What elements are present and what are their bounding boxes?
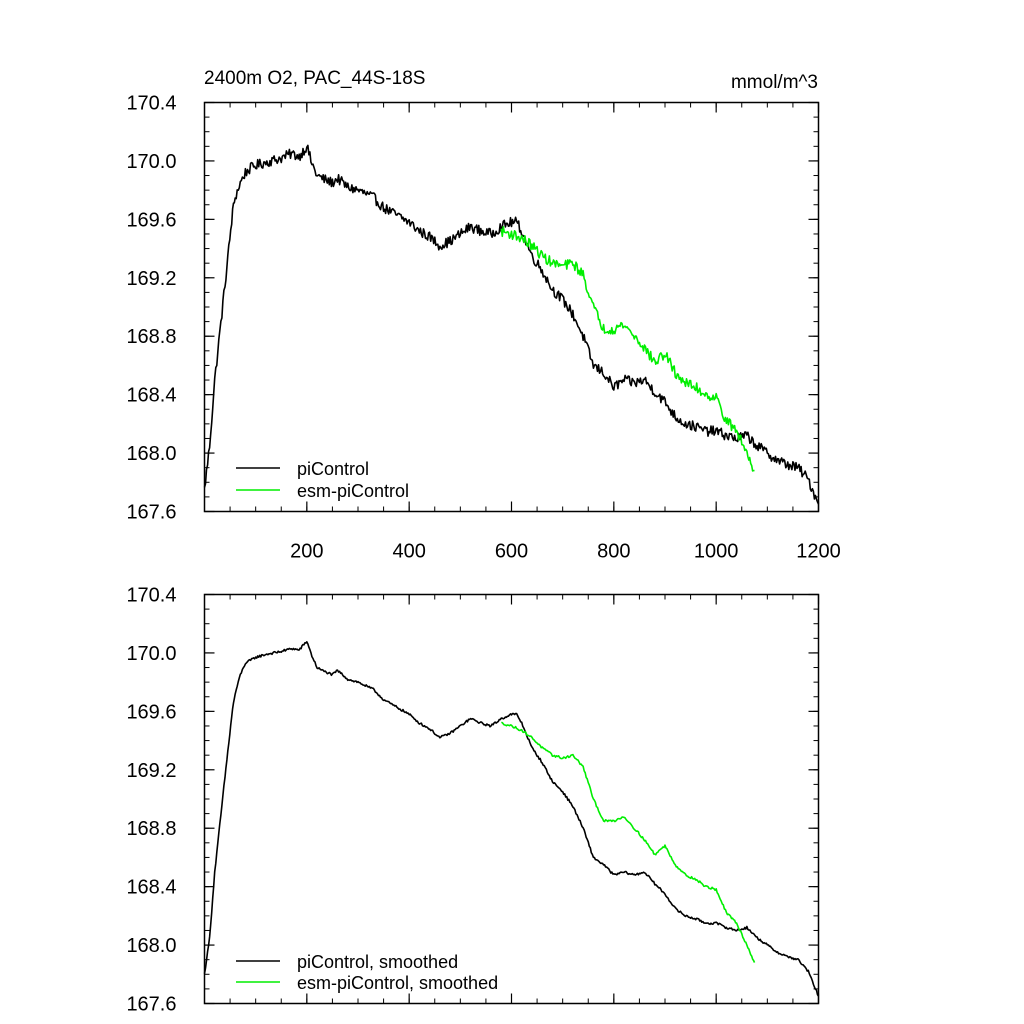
bottom-ytick-label: 170.0: [126, 643, 176, 665]
top-ytick-label: 169.6: [126, 209, 176, 231]
bottom-plot-frame: [203, 593, 820, 1005]
top-chart-title: 2400m O2, PAC_44S-18S: [204, 68, 425, 89]
bottom-series-esm-picontrol-smoothed: [501, 721, 756, 963]
bottom-ytick-label: 170.4: [126, 585, 176, 607]
bottom-ytick-label: 169.2: [126, 760, 176, 782]
top-ytick-label: 170.4: [126, 93, 176, 115]
top-xtick-label: 200: [290, 541, 323, 563]
bottom-legend: piControl, smoothed esm-piControl, smoot…: [236, 952, 498, 993]
top-legend-label-picontrol: piControl: [297, 459, 369, 479]
bottom-ytick-label: 168.4: [126, 877, 176, 899]
top-ytick-label: 168.8: [126, 326, 176, 348]
top-series-picontrol: [203, 144, 820, 505]
bottom-chart-panel: 167.6 168.0 168.4 168.8 169.2 169.6 170.0 170.4…: [126, 585, 820, 1016]
bottom-ytick-label: 167.6: [126, 994, 176, 1016]
top-xtick-label: 400: [392, 541, 425, 563]
top-legend: piControl esm-piControl: [236, 459, 409, 501]
top-ytick-label: 168.4: [126, 385, 176, 407]
top-xtick-label: 1200: [796, 541, 841, 563]
top-chart-units: mmol/m^3: [731, 72, 818, 93]
bottom-ytick-label: 168.8: [126, 818, 176, 840]
top-plot-frame: [203, 101, 820, 513]
top-ytick-label: 167.6: [126, 502, 176, 524]
top-series-esm-picontrol: [500, 226, 755, 472]
bottom-ytick-label: 169.6: [126, 701, 176, 723]
bottom-legend-label-esm-picontrol-smoothed: esm-piControl, smoothed: [297, 973, 498, 993]
bottom-legend-label-picontrol-smoothed: piControl, smoothed: [297, 952, 458, 972]
top-chart-panel: 2400m O2, PAC_44S-18S mmol/m^3 167.6 168.…: [126, 68, 840, 563]
top-xtick-label: 1000: [694, 541, 739, 563]
top-ytick-label: 169.2: [126, 268, 176, 290]
bottom-series-picontrol-smoothed: [203, 641, 820, 997]
bottom-ytick-label: 168.0: [126, 935, 176, 957]
top-xtick-label: 800: [597, 541, 630, 563]
top-xtick-label: 600: [495, 541, 528, 563]
top-ytick-label: 168.0: [126, 443, 176, 465]
top-ytick-label: 170.0: [126, 151, 176, 173]
top-legend-label-esm-picontrol: esm-piControl: [297, 481, 409, 501]
